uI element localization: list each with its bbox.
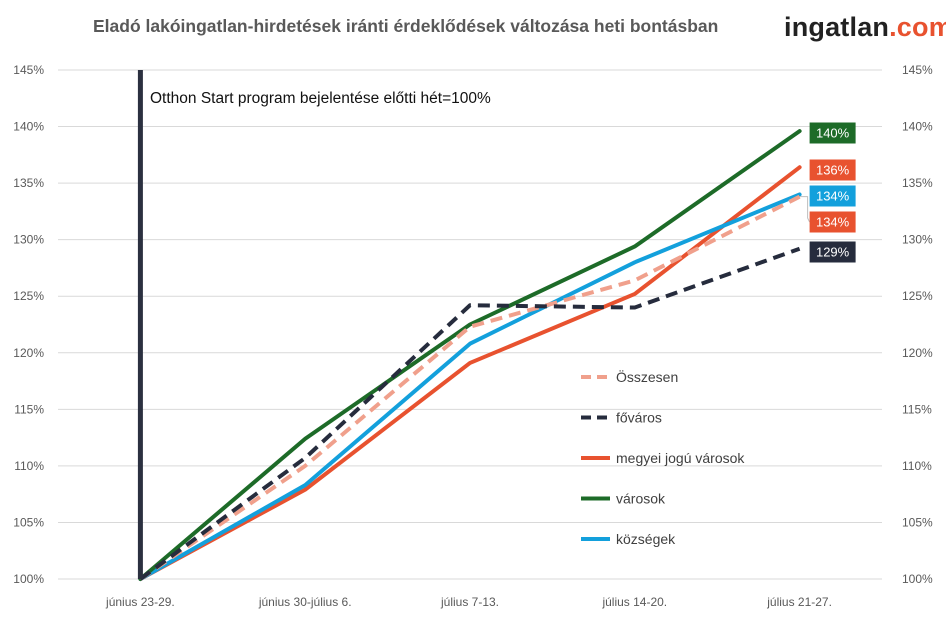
y-tick-label-right: 120% [902,346,933,360]
y-tick-label-left: 100% [13,572,44,586]
data-labels: 140% 136% 134% 134% 129% [799,122,856,263]
y-tick-label-right: 115% [902,402,932,416]
data-label-kozsegek: 134% [816,189,850,204]
x-tick-label: június 23-29. [105,595,175,609]
y-tick-label-left: 115% [14,402,44,416]
logo-part-1: ingatlan [784,12,890,42]
series-lines [138,129,802,581]
y-tick-label-left: 130% [13,233,44,247]
legend-label-varosok: városok [616,491,666,507]
y-tick-label-left: 105% [13,515,44,529]
data-label-box-megyei [809,159,856,181]
data-label-leader [799,196,811,223]
y-axis-right: 100% 105% 110% 115% 120% 125% 130% 135% 140% 145% [902,63,933,586]
series-line-varosok [138,129,802,581]
data-label-box-megyei_osszesen [809,211,856,233]
y-axis-left: 100% 105% 110% 115% 120% 125% 130% 135% 140% 145% [13,63,44,586]
x-tick-label: július 14-20. [601,595,667,609]
data-label-box-varosok [809,122,856,144]
legend-label-kozsegek: községek [616,531,676,547]
y-tick-label-right: 130% [902,233,933,247]
chart-title: Eladó lakóingatlan-hirdetések iránti érd… [93,16,719,36]
y-tick-label-left: 145% [13,63,44,77]
y-tick-label-left: 120% [13,346,44,360]
y-tick-label-right: 110% [902,459,932,473]
legend-label-osszesen: Összesen [616,368,678,385]
gridlines [58,69,882,580]
y-tick-label-left: 135% [13,176,44,190]
y-tick-label-right: 135% [902,176,933,190]
series-line-osszesen [139,194,801,581]
x-tick-label: július 21-27. [766,595,832,609]
x-tick-label: július 7-13. [440,595,499,609]
x-axis: június 23-29. június 30-július 6. július 7… [105,595,832,609]
legend: Összesen főváros megyei jogú városok városo… [581,368,745,547]
data-label-fovaros: 129% [816,245,850,260]
data-label-box-fovaros [809,241,856,263]
y-tick-label-right: 140% [902,120,933,134]
y-tick-label-left: 110% [14,459,44,473]
data-label-varosok: 140% [816,126,850,141]
data-label-megyei: 136% [816,163,850,178]
data-label-megyei_osszesen: 134% [816,215,850,230]
y-tick-label-right: 100% [902,572,933,586]
y-tick-label-right: 105% [902,515,933,529]
baseline-annotation: Otthon Start program bejelentése előtti … [150,90,491,107]
y-tick-label-right: 125% [902,289,933,303]
x-tick-label: június 30-július 6. [258,595,352,609]
series-line-fovaros [139,246,801,581]
legend-label-megyei: megyei jogú városok [616,450,745,466]
y-tick-label-left: 140% [13,120,44,134]
legend-label-fovaros: főváros [616,410,662,426]
series-line-kozsegek [138,192,802,581]
y-tick-label-left: 125% [13,289,44,303]
data-label-box-kozsegek [809,185,856,207]
ingatlan-logo: ingatlan.com [784,12,946,43]
baseline-marker-line [137,70,143,579]
series-line-megyei [138,165,802,581]
y-tick-label-right: 145% [902,63,933,77]
logo-part-2: .com [889,12,946,42]
